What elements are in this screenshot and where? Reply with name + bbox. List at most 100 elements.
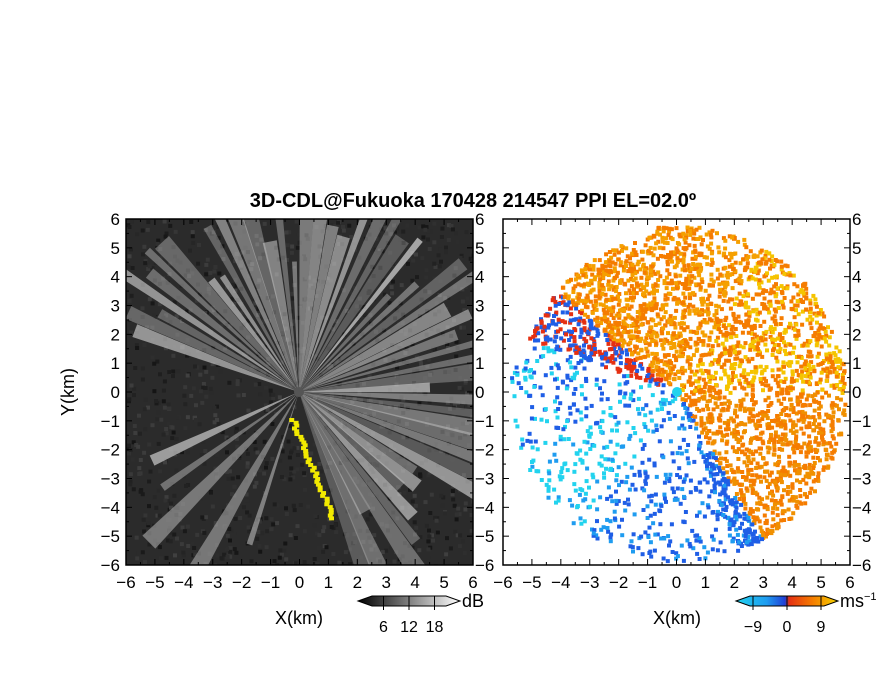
ridge-cell — [311, 465, 317, 470]
ridge-cell — [313, 474, 319, 479]
echo-ray — [157, 309, 299, 392]
echo-rays — [126, 219, 473, 565]
x-tick-label: 1 — [324, 573, 333, 592]
y-axis-label: Y(km) — [58, 368, 78, 416]
highlight-ridge — [289, 418, 335, 521]
reflectivity-field — [126, 219, 473, 565]
x-tick-label: 5 — [816, 573, 825, 592]
echo-ray — [299, 302, 452, 392]
echo-ray — [275, 219, 299, 392]
echo-ray — [299, 392, 422, 492]
y-tick-label-right: 6 — [475, 210, 484, 229]
x-tick-label: 2 — [730, 573, 739, 592]
echo-ray — [299, 392, 418, 521]
echo-ray — [189, 392, 299, 565]
x-tick-label: 6 — [468, 573, 477, 592]
y-tick-label: 3 — [111, 297, 120, 316]
echo-ray — [299, 258, 468, 392]
echo-ray — [299, 392, 405, 492]
echo-ray — [160, 392, 299, 491]
echo-ray — [299, 270, 473, 392]
echo-ray — [292, 261, 299, 392]
x-axis-label-left: X(km) — [275, 608, 323, 628]
y-tick-label-right: −6 — [475, 556, 494, 575]
echo-ray — [144, 247, 299, 392]
echo-ray — [299, 234, 350, 392]
echo-ray — [246, 392, 299, 546]
y-tick-label-right: 5 — [475, 239, 484, 258]
x-tick-label: −5 — [522, 573, 541, 592]
ridge-cell — [317, 485, 323, 490]
ridge-cell — [293, 420, 299, 425]
x-tick-label: −2 — [609, 573, 628, 592]
ridge-cell — [289, 418, 295, 423]
colorbar-tick-label: −9 — [744, 619, 762, 636]
y-tick-label-right: −1 — [852, 412, 871, 431]
y-tick-label-right: 0 — [852, 383, 861, 402]
reflectivity-colorbar: 6 12 18 dB — [356, 591, 484, 636]
ridge-cell — [310, 468, 316, 473]
echo-ray — [299, 329, 459, 392]
echo-ray — [299, 392, 426, 565]
y-tick-label-right: 0 — [475, 383, 484, 402]
x-tick-label: 3 — [759, 573, 768, 592]
colorbar-tick-label: 18 — [426, 619, 444, 636]
echo-ray — [299, 224, 339, 392]
echo-ray — [154, 235, 299, 392]
echo-ray — [126, 269, 299, 392]
echo-ray — [299, 354, 473, 392]
echo-ray — [228, 219, 299, 392]
echo-ray — [299, 392, 388, 565]
y-tick-label-right: −6 — [852, 556, 871, 575]
x-tick-label: −1 — [638, 573, 657, 592]
ridge-cell — [298, 434, 304, 439]
echo-ray — [299, 219, 387, 392]
ridge-cell — [317, 488, 323, 493]
echo-ray — [219, 274, 299, 392]
echo-ray — [299, 382, 431, 393]
ridge-cell — [324, 496, 330, 501]
y-tick-label-right: −2 — [475, 441, 494, 460]
x-tick-label: −3 — [580, 573, 599, 592]
chart-title: 3D-CDL@Fukuoka 170428 214547 PPI EL=02.0… — [250, 190, 696, 212]
x-tick-label: 0 — [295, 573, 304, 592]
y-tick-label: −2 — [101, 441, 120, 460]
echo-ray — [299, 392, 473, 500]
ridge-cell — [294, 423, 300, 428]
ridge-cell — [328, 510, 334, 515]
echo-ray — [208, 277, 299, 392]
y-tick-label-right: 6 — [852, 210, 861, 229]
echo-ray — [299, 392, 473, 405]
y-tick-label-right: 1 — [852, 354, 861, 373]
echo-ray — [126, 306, 299, 392]
ridge-cell — [320, 493, 326, 498]
echo-ray — [299, 392, 473, 418]
x-tick-label: −4 — [174, 573, 193, 592]
echo-ray — [299, 340, 473, 392]
ridge-cell — [328, 507, 334, 512]
ridge-cell — [314, 471, 320, 476]
ridge-cell — [329, 516, 335, 521]
echo-ray — [299, 392, 473, 451]
colorbar-tick-label: 0 — [783, 619, 792, 636]
ridge-cell — [327, 513, 333, 518]
y-tick-label-right: −3 — [475, 470, 494, 489]
echo-ray — [299, 219, 368, 392]
echo-ray — [262, 240, 299, 392]
y-tick-label: 4 — [111, 268, 120, 287]
reflectivity-colorbar-unit: dB — [462, 591, 484, 611]
ridge-cell — [324, 499, 330, 504]
ridge-cell — [303, 448, 309, 453]
ridge-cell — [303, 451, 309, 456]
y-tick-label: 2 — [111, 325, 120, 344]
y-tick-label: −6 — [101, 556, 120, 575]
x-tick-label: −4 — [551, 573, 570, 592]
y-tick-label-right: 2 — [852, 325, 861, 344]
ridge-cell — [324, 502, 330, 507]
y-tick-label-right: −2 — [852, 441, 871, 460]
y-tick-label-right: −5 — [852, 527, 871, 546]
x-tick-label: 1 — [701, 573, 710, 592]
ridge-cell — [301, 446, 307, 451]
y-tick-label: 5 — [111, 239, 120, 258]
